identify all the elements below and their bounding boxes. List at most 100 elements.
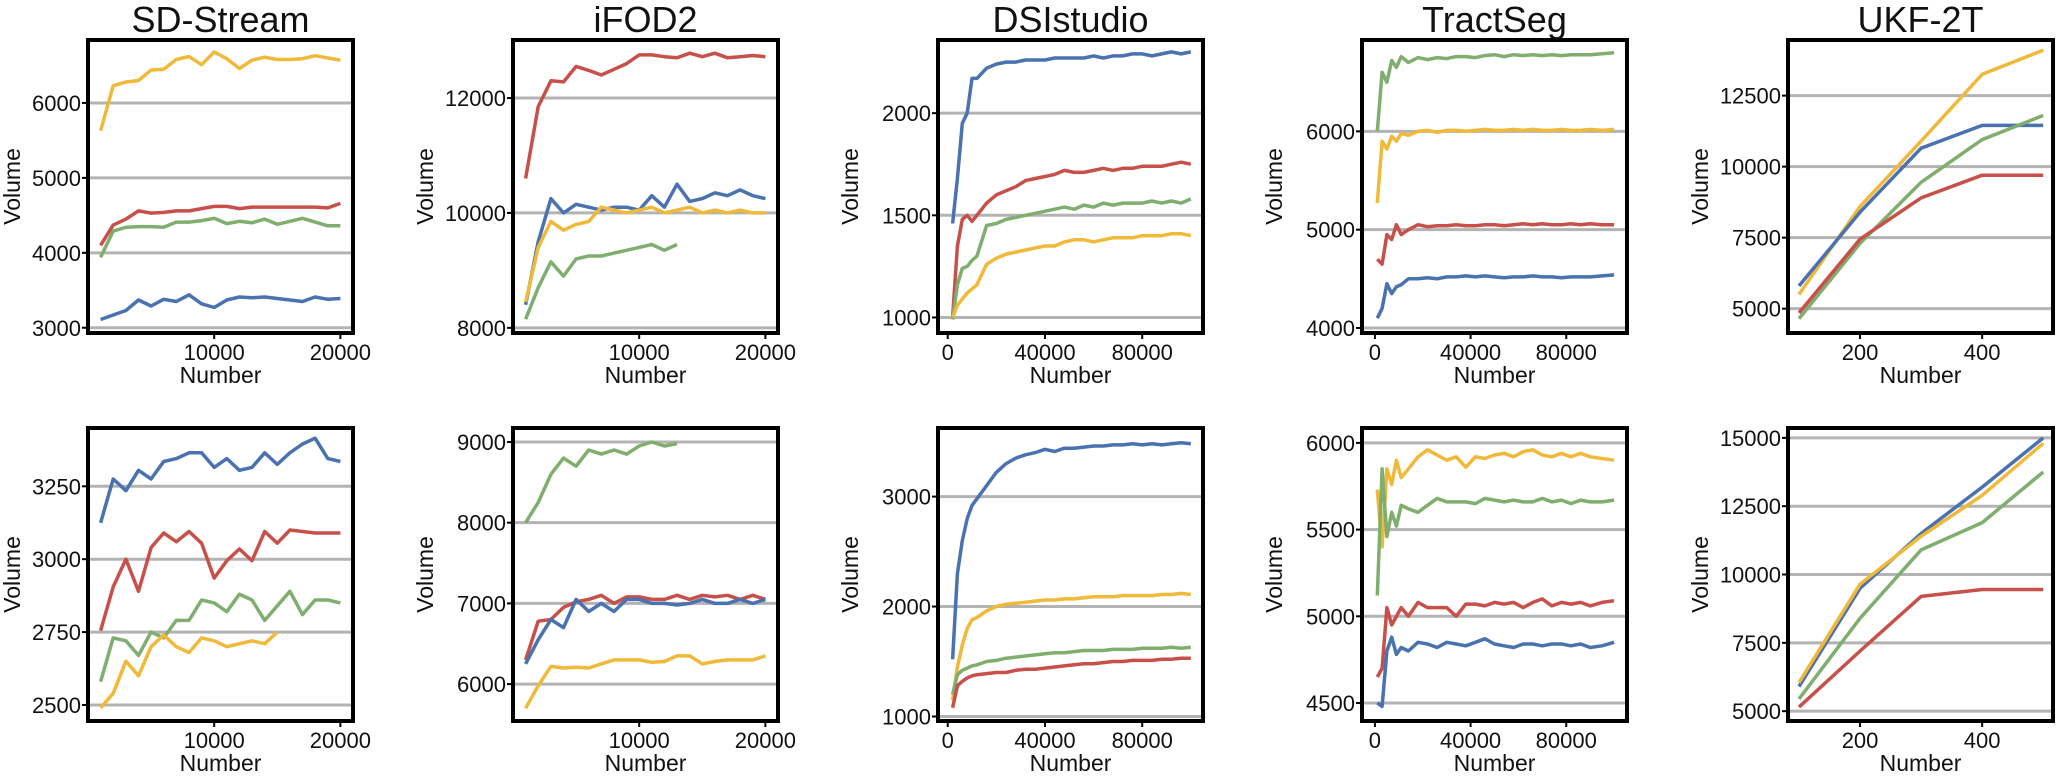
y-tick-label: 8000	[457, 316, 506, 341]
y-tick-label: 1000	[882, 305, 931, 330]
x-tick-label: 20000	[735, 340, 796, 365]
x-axis-label: Number	[1030, 750, 1112, 776]
plot-area	[88, 428, 353, 721]
series-line-3	[100, 293, 341, 322]
y-tick-label: 4500	[1306, 691, 1355, 716]
series-line-2	[1376, 222, 1615, 266]
y-tick-label: 3000	[32, 316, 81, 341]
x-tick-label: 400	[1964, 728, 2001, 753]
x-axis-label: Number	[1454, 750, 1536, 776]
series-line-1	[99, 201, 341, 247]
plot-frame	[86, 426, 355, 723]
series-line-2	[524, 597, 766, 665]
x-axis-label: Number	[605, 750, 687, 776]
y-axis-label: Volume	[1687, 536, 1713, 613]
x-tick-label: 80000	[1536, 340, 1597, 365]
y-tick-label: 2000	[882, 101, 931, 126]
y-tick-label: 2750	[32, 620, 81, 645]
plot-frame	[936, 426, 1205, 723]
plot-frame	[86, 38, 355, 335]
y-tick-label: 7500	[1732, 226, 1781, 251]
y-axis-label: Volume	[0, 536, 25, 613]
series-line-1	[1797, 123, 2044, 288]
y-tick-label: 5000	[1306, 604, 1355, 629]
x-tick-label: 10000	[184, 340, 245, 365]
y-axis-label: Volume	[0, 148, 25, 225]
y-axis-label: Volume	[1687, 148, 1713, 225]
chart-panel-5: 2500 2750 3000 3250 10000 20000 Number Volume	[0, 426, 371, 776]
x-axis-label: Number	[1454, 362, 1536, 388]
x-tick-label: 400	[1964, 340, 2001, 365]
series-line-2	[98, 589, 341, 683]
chart-title: SD-Stream	[131, 0, 309, 40]
series-line-0	[1375, 50, 1615, 132]
y-axis-label: Volume	[1261, 148, 1287, 225]
y-axis-label: Volume	[412, 148, 438, 225]
chart-title: TractSeg	[1422, 0, 1567, 40]
x-tick-label: 80000	[1112, 340, 1173, 365]
x-tick-label: 0	[942, 728, 954, 753]
y-axis-label: Volume	[837, 148, 863, 225]
plot-frame	[1786, 38, 2055, 335]
y-tick-label: 4000	[32, 241, 81, 266]
series-line-2	[523, 205, 766, 303]
x-tick-label: 10000	[609, 340, 670, 365]
x-tick-label: 20000	[310, 728, 371, 753]
y-tick-label: 10000	[1720, 155, 1781, 180]
plot-frame	[1360, 38, 1629, 335]
plot-frame	[1786, 426, 2055, 723]
x-tick-label: 10000	[609, 728, 670, 753]
y-tick-label: 8000	[457, 511, 506, 536]
x-tick-label: 200	[1842, 340, 1879, 365]
x-tick-label: 20000	[310, 340, 371, 365]
chart-panel-6: 6000 7000 8000 9000 10000 20000 Number Volume	[412, 426, 796, 776]
y-tick-label: 6000	[457, 672, 506, 697]
series-line-0	[950, 50, 1192, 224]
series-line-1	[950, 160, 1192, 318]
chart-title: iFOD2	[593, 0, 697, 40]
y-tick-label: 5000	[1732, 297, 1781, 322]
y-axis-label: Volume	[1261, 536, 1287, 613]
series-line-0	[523, 51, 766, 179]
chart-panel-2: 1000 1500 2000 0 40000 80000 DSIstudio Number Vo…	[837, 0, 1205, 388]
series-line-2	[1375, 597, 1615, 678]
y-tick-label: 3250	[32, 474, 81, 499]
series-line-3	[950, 231, 1192, 319]
y-tick-label: 1000	[882, 704, 931, 729]
y-tick-label: 2500	[32, 693, 81, 718]
series-line-0	[1797, 470, 2045, 700]
y-tick-label: 3000	[882, 485, 931, 510]
x-tick-label: 80000	[1112, 728, 1173, 753]
series-line-0	[524, 440, 678, 524]
y-tick-label: 15000	[1720, 426, 1781, 451]
x-tick-label: 10000	[184, 728, 245, 753]
y-tick-label: 10000	[445, 201, 506, 226]
plot-frame	[936, 38, 1205, 335]
y-tick-label: 5000	[32, 166, 81, 191]
x-tick-label: 20000	[735, 728, 796, 753]
x-tick-label: 80000	[1536, 728, 1597, 753]
series-line-3	[1797, 441, 2045, 684]
plot-frame	[511, 38, 780, 335]
series-line-1	[98, 528, 341, 632]
y-tick-label: 5500	[1306, 518, 1355, 543]
x-axis-label: Number	[180, 362, 262, 388]
y-tick-label: 2000	[882, 595, 931, 620]
x-tick-label: 0	[1369, 728, 1381, 753]
series-line-0	[1375, 448, 1615, 549]
series-line-1	[1375, 467, 1615, 596]
series-line-1	[950, 591, 1191, 701]
series-line-3	[1375, 273, 1615, 319]
plot-area	[513, 40, 778, 333]
y-tick-label: 5000	[1306, 218, 1355, 243]
x-tick-label: 40000	[1014, 340, 1075, 365]
plot-area	[938, 40, 1203, 333]
y-tick-label: 5000	[1732, 699, 1781, 724]
chart-panel-1: 8000 10000 12000 10000 20000 iFOD2 Number Volum…	[412, 0, 796, 388]
series-line-1	[523, 593, 766, 661]
x-axis-label: Number	[1030, 362, 1112, 388]
